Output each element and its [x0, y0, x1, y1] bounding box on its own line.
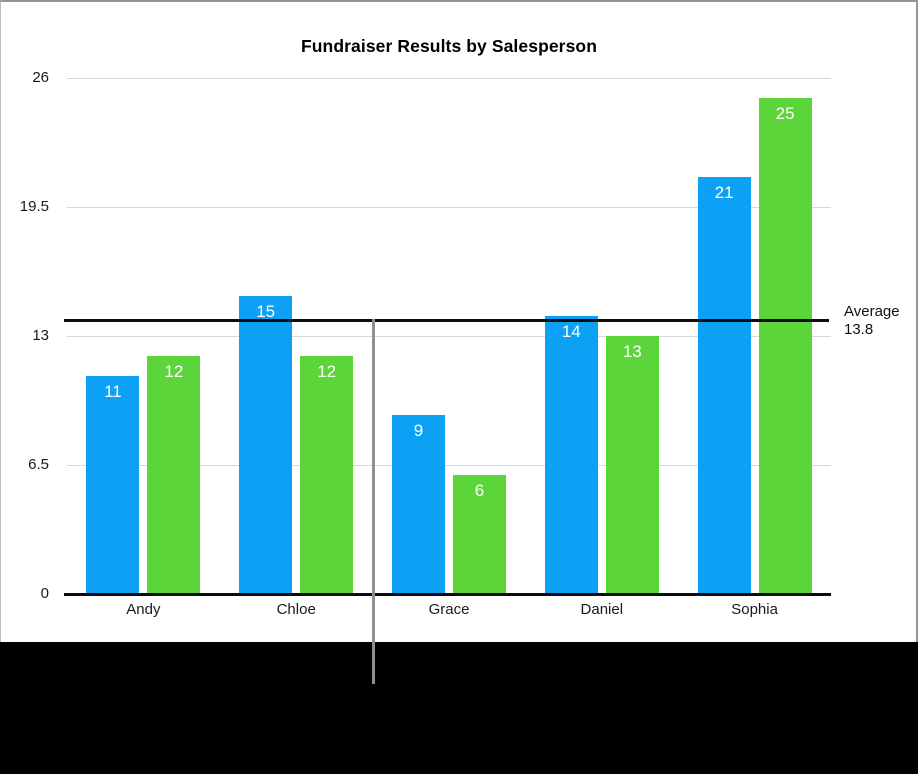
green-series-bar: 12 — [147, 355, 201, 594]
average-line — [64, 318, 829, 322]
average-label: Average 13.8 — [844, 303, 900, 339]
gridline — [67, 77, 831, 79]
bar-value-label: 25 — [775, 103, 795, 123]
x-axis-category-label: Daniel — [580, 601, 624, 618]
x-axis-category-label: Chloe — [276, 601, 316, 618]
x-axis-category-label: Andy — [126, 601, 161, 618]
gridline — [67, 464, 831, 466]
green-series-bar: 13 — [605, 336, 659, 594]
x-axis-line — [64, 592, 831, 596]
x-axis-category-label: Sophia — [731, 601, 778, 618]
bar-value-label: 12 — [317, 361, 337, 381]
bar-value-label: 13 — [622, 342, 642, 361]
gridline — [67, 335, 831, 337]
bar-value-label: 11 — [104, 381, 122, 401]
bar-value-label: 14 — [561, 322, 581, 342]
green-series-bar: 25 — [758, 97, 812, 594]
chart-title: Fundraiser Results by Salesperson — [300, 36, 598, 56]
blue-series-bar: 15 — [239, 296, 293, 594]
blue-series-bar: 14 — [544, 316, 598, 594]
average-label-text: Average — [844, 303, 900, 320]
green-series-bar: 6 — [453, 474, 506, 594]
bar-value-label: 15 — [256, 302, 276, 322]
green-series-bar: 12 — [300, 355, 354, 594]
gridline — [67, 206, 831, 208]
blue-series-bar: 9 — [392, 415, 445, 594]
x-axis-category-label: Grace — [428, 601, 470, 618]
average-value: 13.8 — [844, 321, 874, 338]
y-axis-tick-label: 6.5 — [28, 456, 49, 473]
blue-series-bar: 11 — [86, 375, 140, 594]
y-axis-tick-label: 26 — [32, 69, 49, 86]
chart-card: Fundraiser Results by Salesperson 26 19.5… — [0, 0, 918, 642]
figure-black-bar — [0, 642, 918, 774]
blue-series-bar: 21 — [697, 177, 751, 594]
y-axis-tick-label: 13 — [32, 327, 49, 344]
y-axis-tick-label: 19.5 — [19, 198, 49, 215]
bar-value-label: 12 — [164, 361, 184, 381]
bar-value-label: 9 — [413, 421, 424, 441]
bar-value-label: 6 — [474, 480, 485, 500]
bar-value-label: 21 — [714, 183, 734, 203]
callout-line — [372, 319, 375, 684]
y-axis-tick-label: 0 — [40, 585, 49, 602]
